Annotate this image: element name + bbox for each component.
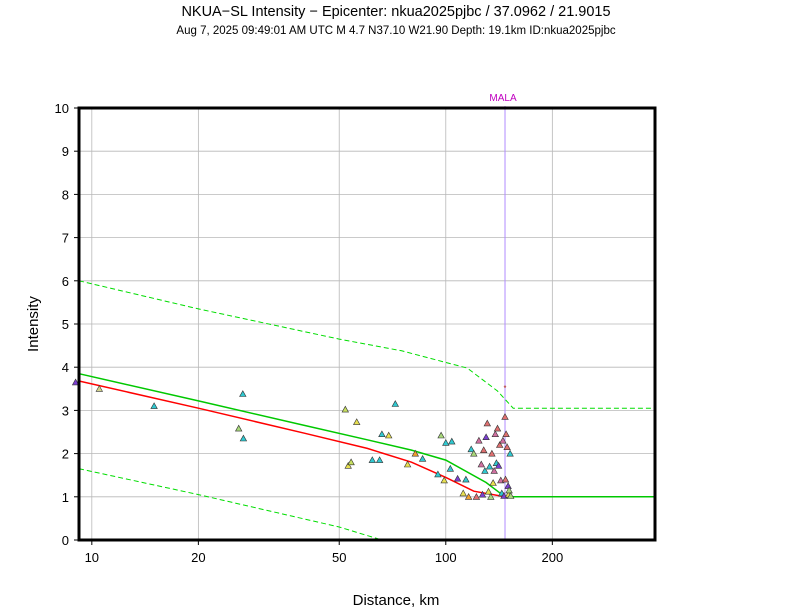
station-point	[403, 460, 412, 468]
station-point	[347, 458, 355, 466]
grid	[79, 107, 655, 541]
station-point	[440, 476, 448, 484]
station-point	[470, 449, 478, 457]
y-axis-ticks: 0 1 2 3 4 5 6 7 8 9 10	[55, 101, 79, 548]
station-point	[462, 475, 470, 483]
x-tick-label: 50	[332, 550, 346, 565]
station-point	[482, 433, 490, 441]
station-point	[459, 489, 467, 497]
station-point	[490, 467, 498, 474]
station-point	[384, 431, 393, 439]
y-tick-label: 4	[62, 360, 69, 375]
station-point	[484, 487, 493, 495]
station-point	[494, 461, 503, 469]
station-point	[341, 405, 350, 413]
y-tick-label: 6	[62, 274, 69, 289]
station-point	[477, 460, 486, 468]
station-point	[375, 456, 384, 463]
station-point	[437, 431, 445, 439]
station-point	[378, 430, 386, 438]
chart-title: NKUA−SL Intensity − Epicenter: nkua2025p…	[181, 4, 611, 20]
station-point	[464, 492, 473, 500]
mala-point	[503, 385, 507, 388]
station-point	[487, 492, 495, 500]
station-point	[446, 464, 455, 472]
upper-bound-curve	[78, 280, 655, 409]
x-tick-label: 100	[435, 550, 457, 565]
chart-subtitle: Aug 7, 2025 09:49:01 AM UTC M 4.7 N37.10…	[176, 25, 616, 37]
station-point	[442, 438, 450, 446]
station-point	[493, 424, 502, 432]
station-point	[472, 492, 481, 500]
station-point	[434, 470, 442, 478]
station-point	[234, 424, 243, 432]
y-tick-label: 1	[62, 490, 69, 505]
station-point	[448, 437, 456, 445]
station-point	[501, 413, 509, 420]
median-curve	[78, 380, 506, 498]
x-tick-label: 20	[191, 550, 205, 565]
station-point	[453, 474, 462, 482]
y-tick-label: 10	[55, 101, 69, 116]
station-point	[479, 446, 488, 454]
vertical-marker: MALA	[489, 93, 517, 540]
y-tick-label: 0	[62, 533, 69, 548]
x-tick-label: 10	[85, 550, 99, 565]
y-tick-label: 8	[62, 187, 69, 202]
y-tick-label: 3	[62, 403, 69, 418]
y-tick-label: 5	[62, 317, 69, 332]
station-point	[501, 475, 510, 483]
station-point	[368, 456, 377, 463]
x-tick-label: 200	[541, 550, 563, 565]
station-point	[491, 430, 500, 438]
station-point	[499, 436, 507, 444]
lower-bound-curve	[78, 468, 383, 541]
y-tick-label: 2	[62, 447, 69, 462]
station-point	[352, 418, 361, 425]
mala-marker-label: MALA	[489, 93, 517, 104]
prediction-curve	[78, 372, 655, 498]
y-tick-label: 7	[62, 231, 69, 246]
station-point	[506, 449, 514, 457]
station-point	[495, 441, 504, 448]
curves	[78, 280, 655, 541]
station-point	[504, 482, 512, 489]
station-point	[503, 443, 511, 451]
y-tick-label: 9	[62, 144, 69, 159]
x-axis-label: Distance, km	[353, 592, 440, 609]
station-point	[483, 419, 492, 427]
station-point	[418, 454, 427, 462]
station-point	[467, 445, 475, 453]
station-point	[95, 384, 104, 392]
station-point	[481, 467, 489, 474]
station-point	[150, 402, 158, 409]
station-point	[502, 430, 510, 438]
station-point	[239, 434, 248, 442]
y-axis-label: Intensity	[25, 296, 42, 352]
station-point	[391, 400, 400, 407]
stations	[71, 378, 515, 500]
station-point	[506, 492, 515, 499]
station-point	[488, 449, 496, 457]
station-point	[411, 449, 420, 457]
station-point	[485, 462, 494, 470]
station-point	[239, 390, 247, 397]
x-axis-ticks: 10 20 50 100 200	[85, 540, 563, 565]
station-point	[478, 490, 487, 498]
station-point	[489, 479, 497, 486]
station-point	[344, 461, 352, 469]
station-point	[475, 436, 483, 444]
station-point	[71, 378, 80, 386]
station-point	[505, 486, 513, 494]
